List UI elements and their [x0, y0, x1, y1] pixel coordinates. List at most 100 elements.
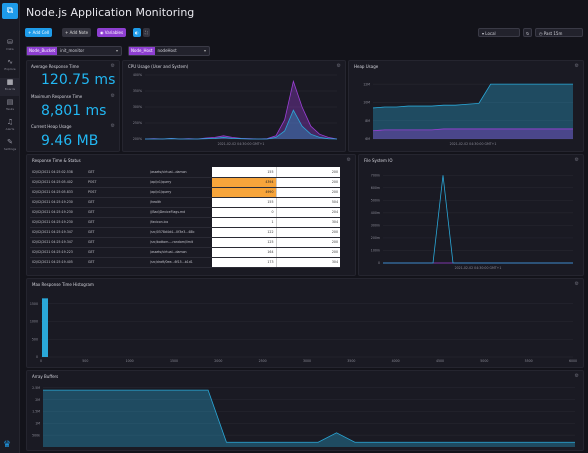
y-tick-label: 250%	[133, 121, 142, 125]
influx-logo-icon[interactable]: ⧉	[2, 3, 18, 19]
sidebar-item-data[interactable]: ⛁ Data	[0, 38, 20, 56]
x-axis-label: 2021-02-02 04:30:00 GMT+1	[450, 142, 497, 146]
table-cell-path: /src/0578d4d4...0f3e3...48b	[148, 227, 212, 238]
sidebar-item-boards[interactable]: ▦ Boards	[0, 78, 20, 96]
gear-icon[interactable]: ⚙	[110, 123, 115, 129]
table-cell-path: /assets/virtual...damon	[148, 247, 212, 258]
table-cell-duration: 0	[212, 207, 276, 218]
sidebar-item-settings[interactable]: ✎ Settings	[0, 138, 20, 156]
x-tick-label: 0	[40, 359, 42, 363]
sidebar-item-label: Explore	[4, 67, 16, 71]
variable-value: nodeHost	[157, 48, 177, 53]
gear-icon[interactable]: ⚙	[336, 63, 341, 69]
cell-title: Response Time & Status	[32, 158, 81, 163]
time-range-dropdown[interactable]: ◷ Past 15m	[535, 28, 583, 37]
y-tick-label: 6M	[365, 137, 370, 141]
gear-icon[interactable]: ⚙	[574, 281, 579, 287]
sidebar-item-alerts[interactable]: ♫ Alerts	[0, 118, 20, 136]
series-line-array-buffers-area	[43, 390, 575, 447]
histogram-bar	[42, 298, 48, 357]
sidebar-item-tasks[interactable]: ▤ Tasks	[0, 98, 20, 116]
table-row: 02/02/2021 04:25:19.230 GET/(Bad)DeviceFl…	[30, 207, 340, 218]
gear-icon[interactable]: ⚙	[110, 63, 115, 69]
table-cell-duration: 4394	[212, 177, 276, 188]
gear-icon[interactable]: ⚙	[574, 157, 579, 163]
x-tick-label: 500	[82, 359, 88, 363]
table-row: 02/02/2021 04:25:19.230 GET/health 155 504	[30, 197, 340, 208]
y-tick-label: 2.5M	[32, 386, 40, 390]
add-cell-button[interactable]: + Add Cell	[25, 28, 53, 37]
file-system-chart: 700m 600m 500m 400m 300m 200m 100m 0 2021-02-02 …	[371, 173, 573, 270]
table-cell-method: GET	[86, 197, 148, 208]
refresh-icon[interactable]: ↻	[523, 28, 533, 37]
stat-value: 8,801 ms	[41, 103, 107, 119]
series-line-system-area	[145, 81, 337, 139]
light-dark-toggle[interactable]: ◐	[133, 28, 141, 37]
table-cell-time: 02/02/2021 04:25:19.223	[30, 247, 86, 258]
stat-value: 9.46 MB	[41, 133, 99, 149]
add-note-button[interactable]: + Add Note	[62, 28, 92, 37]
wrench-icon: ✎	[7, 138, 13, 146]
x-tick-label: 2500	[259, 359, 267, 363]
stats-cell: Average Response Time ⚙ 120.75 ms Maximu…	[26, 60, 120, 152]
dashboards-icon: ▦	[6, 78, 14, 86]
x-tick-label: 5000	[480, 359, 488, 363]
table-cell-duration: 155	[212, 167, 276, 178]
table-cell-method: GET	[86, 217, 148, 228]
y-tick-label: 100m	[371, 249, 380, 253]
table-cell-time: 02/02/2021 04:25:19.230	[30, 197, 86, 208]
chevron-down-icon: ▾	[115, 48, 118, 53]
crown-icon[interactable]: ♛	[3, 440, 12, 450]
table-cell-method: GET	[86, 237, 148, 248]
variable-value: init_monitor	[60, 48, 85, 53]
y-tick-label: 0	[378, 261, 380, 265]
stat-title: Maximum Response Time	[31, 94, 83, 99]
cell-title: Heap Usage	[354, 64, 379, 69]
table-cell-status: 204	[275, 207, 340, 218]
y-tick-label: 1000	[30, 320, 38, 324]
sidebar-item-label: Settings	[3, 147, 17, 151]
y-tick-label: 200m	[371, 236, 380, 240]
page-title: Node.js Application Monitoring	[26, 6, 195, 19]
table-cell-status: 200	[275, 167, 340, 178]
table-cell-status: 200	[275, 177, 340, 188]
cell-title: Array Buffers	[32, 374, 59, 379]
cell-title: CPU Usage (User and System)	[128, 64, 189, 69]
cell-title: Max Response Time Histogram	[32, 282, 94, 287]
stat-title: Average Response Time	[31, 64, 79, 69]
table-row: 02/02/2021 04:25:19.223 GET/assets/virtua…	[30, 247, 340, 258]
table-cell-method: GET	[86, 257, 148, 268]
variable-node-bucket[interactable]: Node_Bucket init_monitor ▾	[26, 46, 122, 56]
array-buffers-chart: 2.5M 2M 1.5M 1M 500k	[32, 386, 575, 447]
y-tick-label: 1M	[35, 421, 40, 425]
table-cell-path: /assets/virtual...damon	[148, 167, 212, 178]
array-buffers-cell: Array Buffers ⚙ 2.5M 2M 1.5M 1M 500k	[26, 370, 584, 451]
gear-icon[interactable]: ⚙	[574, 63, 579, 69]
table-row: 02/02/2021 04:25:05.833 POST/api/v1/query…	[30, 187, 340, 198]
variable-node-host[interactable]: Node_Host nodeHost ▾	[128, 46, 210, 56]
gear-icon[interactable]: ⚙	[574, 373, 579, 379]
table-cell-time: 02/02/2021 04:25:19.347	[30, 237, 86, 248]
gear-icon[interactable]: ⚙	[346, 157, 351, 163]
graph-icon: ∿	[7, 58, 13, 66]
sidebar-item-explore[interactable]: ∿ Explore	[0, 58, 20, 76]
series-line-array-buffers	[43, 389, 575, 443]
gear-icon[interactable]: ⚙	[110, 93, 115, 99]
present-mode-button[interactable]: ⛶	[143, 28, 150, 37]
table-cell-duration: 155	[212, 197, 276, 208]
table-cell-duration: 164	[212, 247, 276, 258]
x-tick-label: 4500	[436, 359, 444, 363]
y-tick-label: 2M	[35, 398, 40, 402]
file-system-io-cell: File System IO ⚙ 700m 600m 500m 400m 300m 200…	[358, 154, 584, 276]
response-time-cell: Response Time & Status ⚙ 02/02/2021 04:2…	[26, 154, 356, 276]
table-cell-status: 304	[275, 257, 340, 268]
table-cell-status: 504	[275, 197, 340, 208]
table-cell-time: 02/02/2021 04:25:19.230	[30, 217, 86, 228]
database-icon: ⛁	[7, 38, 13, 46]
x-tick-label: 3000	[303, 359, 311, 363]
table-cell-path: /(Bad)DeviceFlags.md	[148, 207, 212, 218]
series-line-heap-used-area	[373, 128, 573, 139]
refresh-interval-dropdown[interactable]: ▾ Local	[478, 28, 520, 37]
variables-button[interactable]: ◉ Variables	[97, 28, 127, 37]
